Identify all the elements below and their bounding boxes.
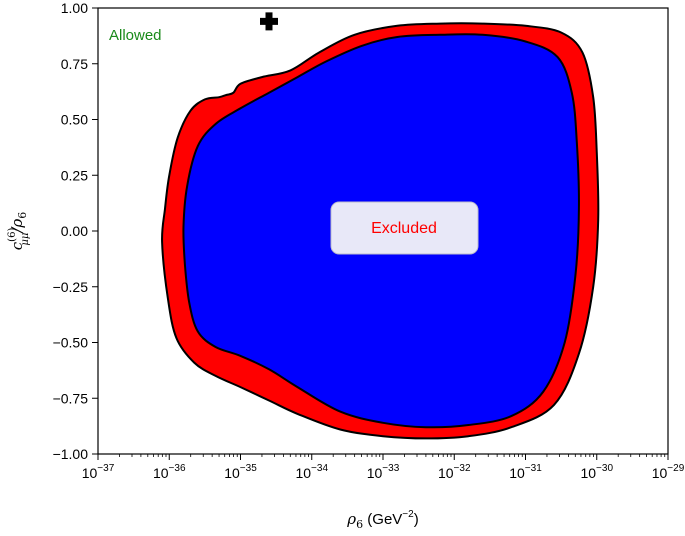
y-tick-label: −1.00	[53, 446, 89, 462]
x-tick-label: 10−37	[82, 463, 115, 481]
excluded-label-box: Excluded	[330, 201, 479, 255]
x-tick-label: 10−30	[580, 463, 613, 481]
y-axis-title: c(6) μμ/ρ6	[7, 212, 31, 250]
excluded-label: Excluded	[371, 220, 437, 237]
marker-bar-v	[265, 12, 273, 31]
y-tick-label: 0.00	[61, 223, 88, 239]
x-axis-title: ρ6 (GeV−2)	[346, 509, 418, 531]
x-tick-label: 10−36	[153, 463, 186, 481]
y-tick-label: −0.75	[53, 390, 89, 406]
y-tick-label: −0.25	[53, 279, 89, 295]
y-tick-label: 1.00	[61, 0, 88, 16]
x-axis-ticks: 10−37 10−36 10−35 10−34 10−33 10−32 10−31 10−30…	[82, 454, 685, 481]
x-tick-label: 10−33	[367, 463, 400, 481]
x-tick-label: 10−32	[438, 463, 471, 481]
y-tick-label: 0.50	[61, 112, 88, 128]
svg-text:c(6)μμ/ρ6: c(6) μμ/ρ6	[7, 212, 31, 250]
y-axis-ticks: −1.00 −0.75 −0.50 −0.25 0.00 0.25 0.50 0.75 1.00	[53, 0, 98, 462]
y-tick-label: 0.75	[61, 56, 88, 72]
x-tick-label: 10−31	[509, 463, 542, 481]
plus-marker	[260, 12, 278, 31]
x-tick-label: 10−35	[224, 463, 257, 481]
y-tick-label: 0.25	[61, 167, 88, 183]
excluded-box	[330, 201, 479, 255]
x-tick-label: 10−34	[295, 463, 328, 481]
x-tick-label: 10−29	[652, 463, 685, 481]
allowed-label: Allowed	[109, 27, 162, 44]
y-tick-label: −0.50	[53, 335, 89, 351]
